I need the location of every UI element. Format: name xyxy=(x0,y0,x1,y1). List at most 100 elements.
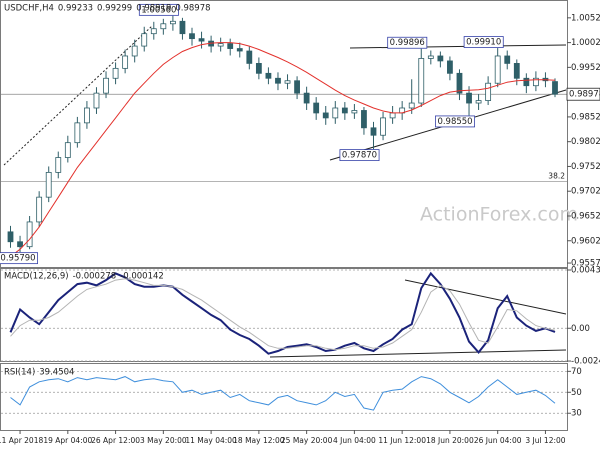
x-tick-label: 26 Apr 12:00 xyxy=(91,436,140,445)
header-text: MACD(12,26,9) xyxy=(4,272,69,282)
annotation-label: 0.99910 xyxy=(466,38,501,48)
x-tick-label: 18 Jun 20:00 xyxy=(426,436,474,445)
candle-body xyxy=(26,221,33,248)
price-panel xyxy=(0,0,568,268)
candle-body xyxy=(294,80,300,94)
candle-body xyxy=(494,55,501,84)
annotation-box xyxy=(435,115,476,128)
x-tick-label: 11 Apr 2018 xyxy=(0,436,43,445)
header-text: -0.000278 xyxy=(73,272,117,282)
candle-body xyxy=(84,107,90,124)
trend-line xyxy=(404,279,567,315)
trend-line xyxy=(3,25,153,166)
header-text: 0.99233 xyxy=(58,4,93,14)
header-text: -0.000142 xyxy=(120,272,164,282)
candle-body xyxy=(227,43,234,49)
candle-body xyxy=(55,157,62,173)
candle-body xyxy=(380,117,386,136)
annotation-box xyxy=(339,149,380,162)
x-tick-label: 3 Jul 12:00 xyxy=(525,436,565,445)
candle-body xyxy=(122,55,129,69)
x-tick-label: 11 Jun 12:00 xyxy=(378,436,426,445)
candle-body xyxy=(189,33,195,40)
candle-body xyxy=(74,122,81,144)
candle-body xyxy=(265,72,272,79)
annotation-box xyxy=(138,3,179,16)
moving-average xyxy=(10,42,556,257)
candle-body xyxy=(466,92,472,104)
candle-body xyxy=(361,110,367,129)
candle-body xyxy=(103,77,109,94)
candle-body xyxy=(485,82,492,101)
x-tick-label: 25 May 20:00 xyxy=(281,436,333,445)
annotation-label: 0.97870 xyxy=(342,151,377,161)
price-label: 0.98978 xyxy=(569,90,600,100)
price-box xyxy=(566,87,600,101)
candle-body xyxy=(150,28,157,35)
trend-line xyxy=(349,44,567,49)
candle-body xyxy=(341,107,348,114)
macd-panel xyxy=(0,268,568,362)
y-tick-label: -0.002448 xyxy=(571,357,600,367)
y-tick-label: 0.00 xyxy=(571,324,590,334)
candle-body xyxy=(217,43,224,47)
candle-body xyxy=(504,55,511,64)
series-line xyxy=(10,278,556,351)
candle-body xyxy=(179,20,186,35)
rsi-panel xyxy=(0,363,568,431)
candle-body xyxy=(303,92,310,104)
x-tick-label: 26 Jun 04:00 xyxy=(474,436,522,445)
candle-body xyxy=(93,92,100,109)
annotation-box xyxy=(387,36,428,49)
candle-body xyxy=(532,77,539,87)
candle-body xyxy=(169,20,176,25)
candle-body xyxy=(351,110,358,114)
candle-body xyxy=(141,33,148,47)
candle-body xyxy=(112,67,119,79)
y-tick-label: 1.00520 xyxy=(571,13,600,23)
candle-body xyxy=(45,171,52,198)
candle-body xyxy=(475,100,482,104)
candle-body xyxy=(389,112,396,119)
x-tick-label: 19 Apr 04:00 xyxy=(43,436,92,445)
candle-body xyxy=(255,63,262,74)
series-line xyxy=(10,376,556,411)
candle-body xyxy=(427,55,434,59)
candle-body xyxy=(236,48,243,52)
annotation-label: 0.95790 xyxy=(0,254,35,264)
candle-body xyxy=(332,107,339,119)
candle-body xyxy=(447,60,453,74)
candle-body xyxy=(523,77,530,87)
candle-body xyxy=(418,58,425,104)
candle-body xyxy=(275,77,281,84)
annotation-label: 1.00560 xyxy=(141,5,176,15)
trend-line xyxy=(269,349,567,358)
x-tick-label: 4 Jun 04:00 xyxy=(333,436,376,445)
candle-body xyxy=(513,63,520,79)
candle-body xyxy=(17,241,23,248)
x-tick-label: 3 May 20:00 xyxy=(140,436,187,445)
candle-body xyxy=(198,38,205,42)
header-text: 39.4504 xyxy=(39,368,74,378)
candle-body xyxy=(160,23,167,30)
header-text: RSI(14) xyxy=(4,368,35,378)
y-tick-label: 30 xyxy=(571,409,582,419)
header-text: USDCHF,H4 xyxy=(4,4,54,14)
candle-body xyxy=(322,112,329,119)
fib-label: 38.2 xyxy=(548,171,565,180)
candle-body xyxy=(7,231,14,243)
y-tick-label: 0.95570 xyxy=(571,259,600,269)
y-tick-label: 0.004351 xyxy=(571,265,600,275)
series-line xyxy=(9,271,556,355)
x-tick-label: 11 May 04:00 xyxy=(185,436,237,445)
candle-body xyxy=(131,45,138,57)
header-text: 0.98978 xyxy=(175,4,210,14)
candle-body xyxy=(408,102,415,109)
y-tick-label: 70 xyxy=(571,367,582,377)
